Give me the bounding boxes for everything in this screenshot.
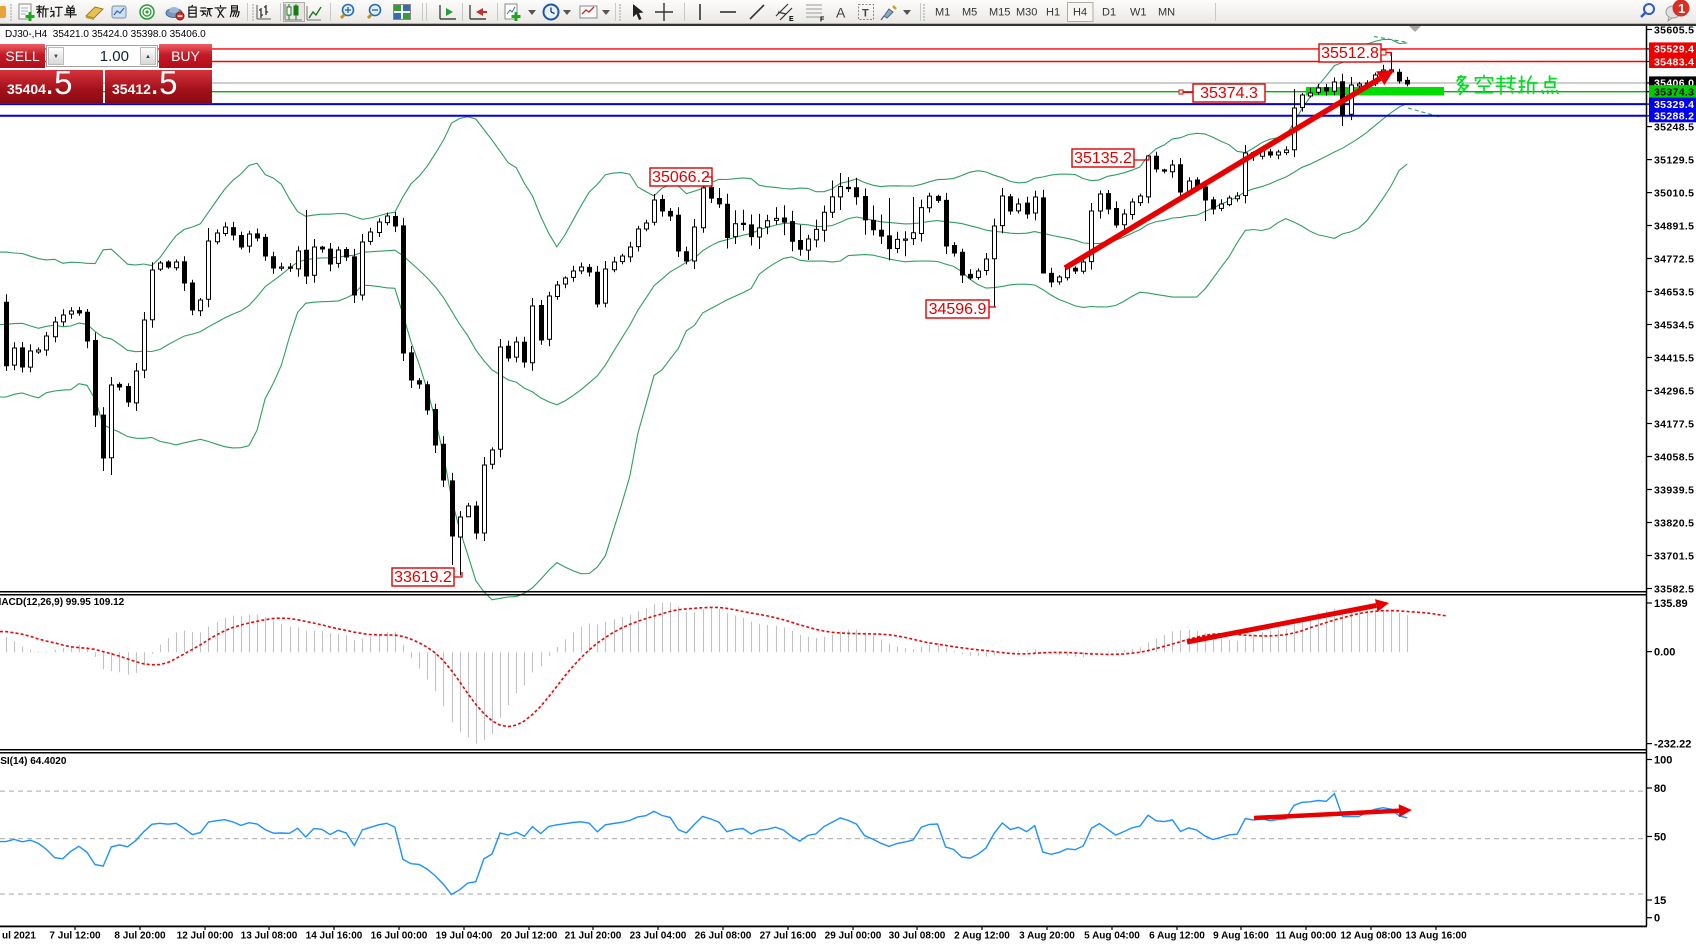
svg-text:35512.8: 35512.8	[1321, 45, 1379, 62]
svg-text:16 Jul 00:00: 16 Jul 00:00	[371, 931, 428, 942]
svg-text:80: 80	[1654, 783, 1666, 795]
svg-text:7 Jul 12:00: 7 Jul 12:00	[49, 931, 101, 942]
svg-text:-232.22: -232.22	[1654, 738, 1691, 750]
svg-text:5 Aug 04:00: 5 Aug 04:00	[1084, 931, 1140, 942]
svg-text:12 Aug 08:00: 12 Aug 08:00	[1340, 931, 1402, 942]
svg-text:35374.3: 35374.3	[1200, 85, 1258, 102]
svg-text:35066.2: 35066.2	[652, 169, 710, 186]
svg-text:35135.2: 35135.2	[1074, 150, 1132, 167]
svg-text:13 Aug 16:00: 13 Aug 16:00	[1405, 931, 1467, 942]
svg-text:11 Aug 00:00: 11 Aug 00:00	[1276, 931, 1337, 942]
svg-text:M30: M30	[1016, 7, 1037, 19]
svg-text:29 Jul 00:00: 29 Jul 00:00	[825, 931, 882, 942]
svg-text:34891.5: 34891.5	[1654, 220, 1694, 232]
svg-text:35605.5: 35605.5	[1654, 24, 1694, 36]
svg-text:34058.5: 34058.5	[1654, 451, 1694, 463]
svg-text:E: E	[789, 16, 794, 23]
svg-text:M5: M5	[962, 7, 977, 19]
svg-text:2 Aug 12:00: 2 Aug 12:00	[954, 931, 1010, 942]
svg-text:33619.2: 33619.2	[394, 569, 452, 586]
svg-text:0: 0	[1654, 913, 1660, 925]
svg-text:30 Jul 08:00: 30 Jul 08:00	[889, 931, 946, 942]
svg-text:H1: H1	[1046, 7, 1060, 19]
svg-text:RSI(14) 64.4020: RSI(14) 64.4020	[0, 756, 67, 767]
svg-text:21 Jul 20:00: 21 Jul 20:00	[565, 931, 622, 942]
svg-text:100: 100	[1654, 754, 1672, 766]
svg-text:34534.5: 34534.5	[1654, 319, 1694, 331]
svg-text:13 Jul 08:00: 13 Jul 08:00	[241, 931, 298, 942]
svg-text:6 Aug 12:00: 6 Aug 12:00	[1149, 931, 1205, 942]
svg-text:34177.5: 34177.5	[1654, 418, 1694, 430]
svg-text:34772.5: 34772.5	[1654, 253, 1694, 265]
svg-text:ul 2021: ul 2021	[2, 931, 36, 942]
svg-text:35374.3: 35374.3	[1654, 87, 1694, 99]
svg-text:M1: M1	[935, 7, 950, 19]
svg-text:T: T	[862, 8, 869, 20]
svg-text:35248.5: 35248.5	[1654, 121, 1694, 133]
svg-text:35288.2: 35288.2	[1654, 111, 1694, 123]
svg-text:20 Jul 12:00: 20 Jul 12:00	[501, 931, 558, 942]
svg-text:D1: D1	[1102, 7, 1116, 19]
svg-text:F: F	[820, 17, 825, 24]
svg-text:9 Aug 16:00: 9 Aug 16:00	[1213, 931, 1269, 942]
svg-text:8 Jul 20:00: 8 Jul 20:00	[114, 931, 166, 942]
svg-text:35010.5: 35010.5	[1654, 187, 1694, 199]
svg-text:34596.9: 34596.9	[929, 301, 987, 318]
svg-text:14 Jul 16:00: 14 Jul 16:00	[306, 931, 363, 942]
svg-text:MN: MN	[1158, 7, 1175, 19]
svg-text:34296.5: 34296.5	[1654, 385, 1694, 397]
svg-text:33820.5: 33820.5	[1654, 517, 1694, 529]
svg-text:33582.5: 33582.5	[1654, 583, 1694, 595]
svg-text:34653.5: 34653.5	[1654, 286, 1694, 298]
svg-text:A: A	[836, 5, 846, 21]
svg-text:33701.5: 33701.5	[1654, 550, 1694, 562]
svg-text:W1: W1	[1130, 7, 1147, 19]
svg-text:MACD(12,26,9) 99.95 109.12: MACD(12,26,9) 99.95 109.12	[0, 597, 125, 608]
svg-text:1: 1	[1678, 1, 1685, 16]
svg-text:15: 15	[1654, 895, 1666, 907]
svg-text:19 Jul 04:00: 19 Jul 04:00	[436, 931, 493, 942]
svg-text:12 Jul 00:00: 12 Jul 00:00	[177, 931, 234, 942]
svg-text:50: 50	[1654, 831, 1666, 843]
svg-text:DJ30-,H4 35421.0 35424.0 3539: DJ30-,H4 35421.0 35424.0 35398.0 35406.0	[5, 29, 206, 40]
svg-text:35329.4: 35329.4	[1654, 99, 1694, 111]
svg-text:35129.5: 35129.5	[1654, 154, 1694, 166]
svg-text:33939.5: 33939.5	[1654, 484, 1694, 496]
svg-text:H4: H4	[1073, 7, 1087, 19]
svg-text:27 Jul 16:00: 27 Jul 16:00	[760, 931, 817, 942]
svg-text:34415.5: 34415.5	[1654, 352, 1694, 364]
svg-text:26 Jul 08:00: 26 Jul 08:00	[695, 931, 752, 942]
svg-text:0.00: 0.00	[1654, 646, 1675, 658]
svg-text:23 Jul 04:00: 23 Jul 04:00	[630, 931, 687, 942]
svg-text:35483.4: 35483.4	[1654, 56, 1694, 68]
svg-text:135.89: 135.89	[1654, 598, 1688, 610]
svg-text:35529.4: 35529.4	[1654, 44, 1694, 56]
svg-text:M15: M15	[989, 7, 1010, 19]
svg-text:3 Aug 20:00: 3 Aug 20:00	[1019, 931, 1075, 942]
